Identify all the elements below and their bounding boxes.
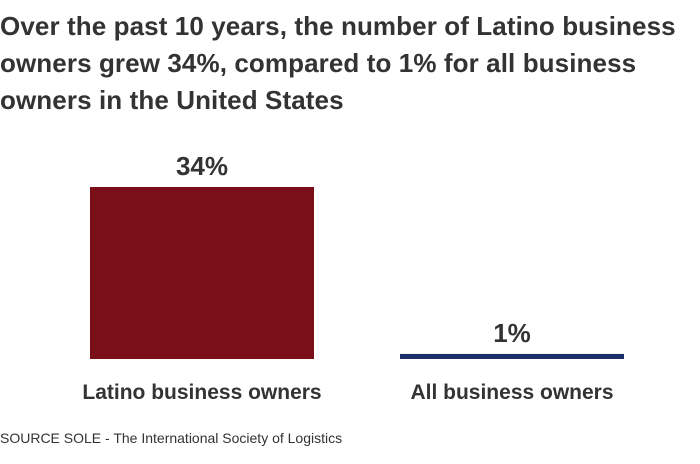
chart-title: Over the past 10 years, the number of La… — [0, 11, 676, 115]
value-label-0: 34% — [176, 151, 228, 181]
category-label-1: All business owners — [410, 381, 613, 404]
bar-0 — [90, 187, 314, 359]
bar-1 — [400, 353, 624, 359]
bar-chart: 34% Latino business owners 1% All business … — [82, 151, 624, 404]
category-label-0: Latino business owners — [82, 381, 321, 404]
source-note: SOURCE SOLE - The International Society … — [0, 430, 343, 446]
value-label-1: 1% — [493, 318, 531, 348]
